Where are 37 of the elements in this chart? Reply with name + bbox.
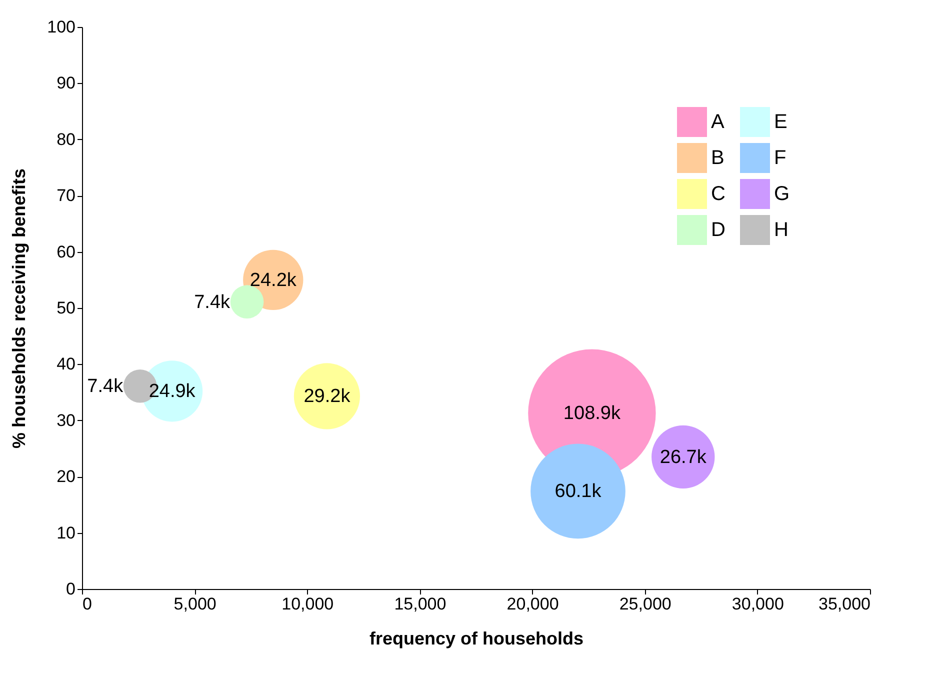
x-tick-label: 0	[82, 594, 92, 614]
y-tick-label: 90	[56, 74, 76, 93]
annotation: 60.1k	[554, 481, 602, 502]
y-tick-label: 30	[56, 410, 76, 430]
legend-label: E	[774, 111, 788, 133]
x-tick-label: 15,000	[394, 594, 446, 614]
y-axis-title: % households receiving benefits	[9, 168, 30, 449]
legend-label: G	[774, 183, 790, 205]
y-tick-label: 50	[56, 298, 76, 318]
legend-label: D	[711, 219, 726, 241]
y-tick-label: 20	[56, 467, 76, 486]
annotation: 7.4k	[194, 292, 231, 313]
annotation: 29.2k	[304, 386, 351, 408]
x-tick-label: 30,000	[732, 594, 784, 614]
x-tick-label: 35,000	[818, 594, 870, 614]
legend-label: B	[711, 147, 724, 169]
annotation: 24.2k	[250, 270, 297, 291]
y-tick-label: 0	[66, 580, 76, 598]
x-tick-label: 5,000	[174, 594, 216, 614]
x-axis-title: frequency of households	[369, 628, 584, 648]
y-tick-label: 10	[56, 523, 76, 542]
annotation: 7.4k	[87, 376, 124, 398]
legend-label: H	[774, 219, 788, 241]
y-tick-label: 80	[56, 130, 76, 149]
annotation: 108.9k	[563, 403, 621, 424]
y-tick-label: 70	[56, 186, 76, 206]
x-tick-label: 20,000	[506, 594, 559, 614]
y-tick-label: 40	[56, 354, 76, 374]
y-tick-label: 60	[56, 242, 76, 262]
y-tick-label: 100	[47, 18, 76, 36]
x-tick-label: 10,000	[282, 594, 334, 614]
legend-label: C	[711, 183, 726, 205]
x-tick-label: 25,000	[619, 594, 672, 614]
legend-label: A	[711, 111, 725, 133]
legend-label: F	[774, 147, 786, 169]
annotation: 24.9k	[148, 381, 196, 402]
annotation: 26.7k	[660, 446, 707, 468]
